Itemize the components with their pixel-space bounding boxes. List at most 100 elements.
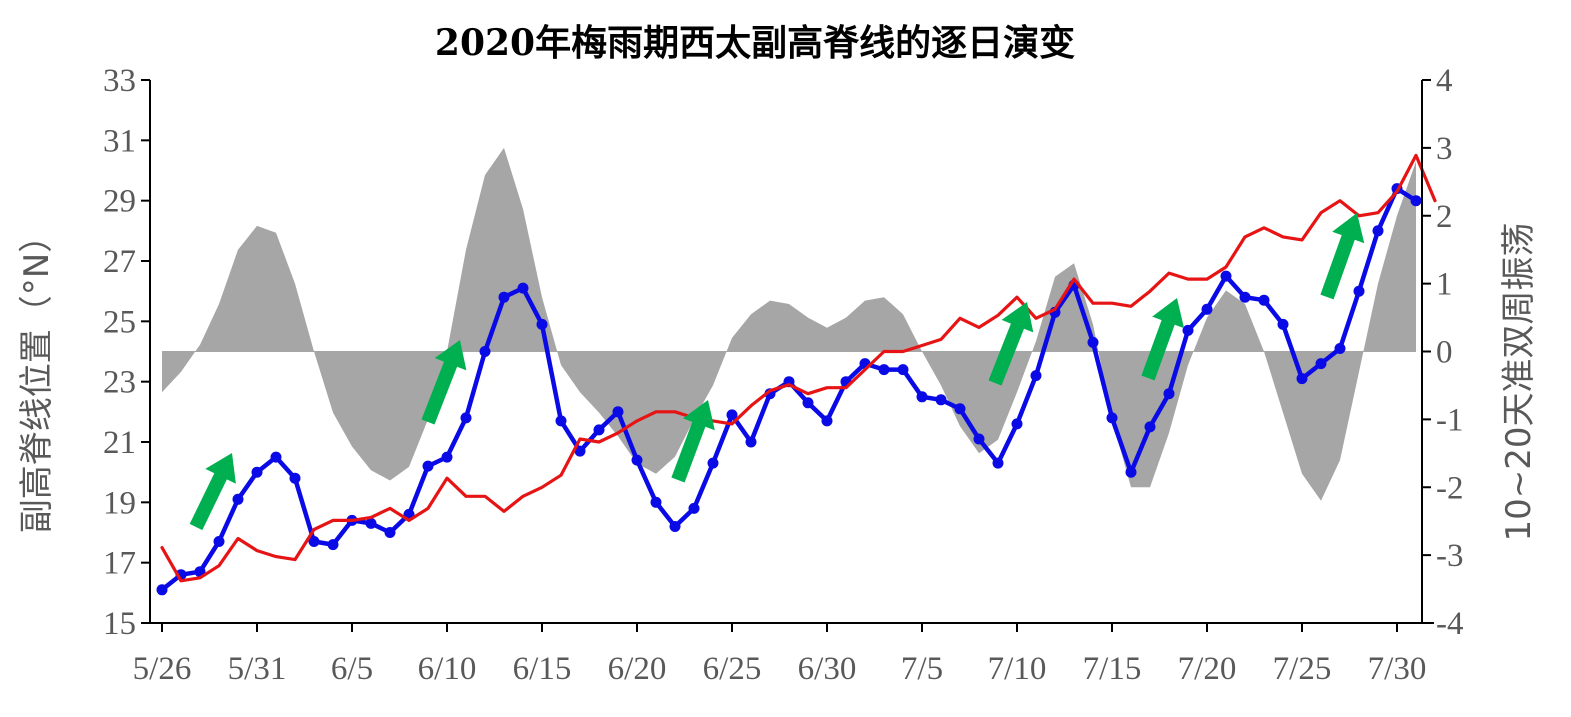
right-tick-label: -1: [1436, 402, 1464, 438]
ridge-line-daily-point: [1239, 291, 1251, 303]
ridge-line-daily-point: [745, 436, 757, 448]
green-arrow-6: [1320, 213, 1365, 300]
bottom-tick-label: 5/31: [228, 651, 287, 687]
ridge-line-daily-point: [1201, 303, 1213, 315]
right-tick-label: -3: [1436, 538, 1464, 574]
ridge-line-daily-point: [897, 364, 909, 376]
bottom-tick-label: 6/20: [608, 651, 667, 687]
ridge-line-daily-point: [992, 457, 1004, 469]
left-tick-label: 15: [103, 606, 136, 642]
ridge-line-daily-point: [1011, 418, 1023, 430]
ridge-line-daily-point: [1030, 370, 1042, 382]
bottom-tick-label: 7/5: [901, 651, 943, 687]
bottom-tick-label: 5/26: [133, 651, 192, 687]
ridge-line-daily-point: [384, 527, 396, 538]
line-series-layer: [156, 153, 1437, 596]
ridge-line-daily-point: [631, 454, 643, 466]
left-tick-label: 31: [103, 123, 136, 159]
green-arrow-1: [189, 453, 236, 531]
ridge-line-daily-point: [479, 346, 491, 357]
ridge-line-daily-point: [1106, 412, 1118, 424]
ridge-line-climatology-line: [160, 153, 1437, 583]
bottom-tick-label: 6/5: [331, 651, 373, 687]
ridge-line-daily-point: [1334, 343, 1346, 354]
ridge-line-daily-point: [612, 406, 624, 418]
left-tick-label: 25: [103, 304, 136, 340]
ridge-line-daily-point: [498, 291, 510, 303]
right-axis-label: 10~20天准双周振荡: [1499, 222, 1539, 541]
ridge-line-daily-point: [878, 364, 890, 376]
ridge-line-daily-point: [802, 397, 814, 409]
ridge-line-daily-point: [1296, 373, 1308, 385]
bottom-tick-label: 7/30: [1368, 651, 1427, 687]
ridge-line-daily-point: [441, 451, 453, 463]
left-axis-label: 副高脊线位置（°N）: [17, 219, 57, 533]
ridge-line-daily-point: [327, 539, 339, 551]
bottom-tick-label: 7/25: [1273, 651, 1332, 687]
right-tick-label: -4: [1436, 606, 1464, 642]
ridge-line-daily-point: [517, 282, 529, 294]
ridge-line-daily-point: [1372, 225, 1384, 237]
left-tick-label: 17: [103, 546, 136, 582]
chart-title: 2020年梅雨期西太副高脊线的逐日演变: [435, 22, 1075, 64]
ridge-line-daily-point: [1353, 285, 1365, 297]
left-tick-label: 33: [103, 63, 136, 99]
right-tick-label: 4: [1436, 63, 1453, 99]
ridge-line-daily-point: [1163, 388, 1175, 400]
ridge-line-daily-point: [270, 451, 282, 463]
right-tick-label: 0: [1436, 335, 1453, 371]
ridge-line-daily-point: [308, 536, 320, 547]
ridge-line-daily-point: [1220, 270, 1232, 282]
green-arrow-2: [421, 340, 467, 425]
right-tick-label: 2: [1436, 199, 1453, 235]
ridge-line-daily-point: [460, 412, 472, 424]
bottom-tick-label: 6/15: [513, 651, 572, 687]
left-tick-label: 23: [103, 365, 136, 401]
ridge-line-daily-point: [1144, 421, 1156, 433]
ridge-line-daily-point: [688, 502, 700, 514]
bottom-tick-label: 7/20: [1178, 651, 1237, 687]
ridge-line-daily-point: [1087, 336, 1099, 348]
left-tick-label: 27: [103, 244, 136, 280]
ridge-line-daily-point: [1182, 324, 1194, 336]
ridge-line-daily-point: [1315, 358, 1327, 370]
ridge-line-daily-point: [232, 493, 244, 505]
ridge-line-daily-point: [669, 521, 681, 532]
ridge-line-daily-point: [365, 517, 377, 529]
arrow-annotation-layer: [189, 213, 1365, 531]
ridge-line-daily-point: [935, 394, 947, 406]
ridge-line-daily-point: [1410, 195, 1422, 207]
bottom-tick-label: 7/15: [1083, 651, 1142, 687]
oscillation-area: [162, 147, 1416, 501]
ridge-line-daily-point: [251, 466, 263, 478]
ridge-line-daily-point: [593, 424, 605, 436]
ridge-line-daily-point: [954, 403, 966, 415]
bottom-tick-label: 6/10: [418, 651, 477, 687]
ridge-line-daily-point: [289, 472, 301, 484]
oscillation-area-layer: [162, 147, 1416, 501]
ridge-line-daily-point: [156, 584, 168, 596]
green-arrow-4: [988, 302, 1034, 386]
bottom-tick-label: 6/25: [703, 651, 762, 687]
ridge-line-daily-point: [213, 536, 225, 547]
ridge-line-daily-point: [1258, 294, 1270, 306]
ridge-line-daily-point: [422, 460, 434, 472]
bottom-tick-label: 7/10: [988, 651, 1047, 687]
ridge-line-daily-point: [821, 415, 833, 427]
ridge-line-daily-point: [574, 445, 586, 457]
ridge-line-daily-point: [726, 409, 738, 421]
left-tick-label: 21: [103, 425, 136, 461]
ridge-line-daily-point: [650, 496, 662, 508]
left-tick-label: 29: [103, 184, 136, 220]
green-arrow-5: [1141, 298, 1185, 381]
ridge-line-daily-point: [916, 391, 928, 403]
right-tick-label: -2: [1436, 470, 1464, 506]
green-arrow-3: [671, 400, 715, 483]
ridge-line-daily-point: [707, 457, 719, 469]
right-tick-label: 1: [1436, 267, 1453, 303]
ridge-line-daily-point: [1125, 466, 1137, 478]
left-tick-label: 19: [103, 485, 136, 521]
ridge-line-daily-point: [536, 318, 548, 330]
